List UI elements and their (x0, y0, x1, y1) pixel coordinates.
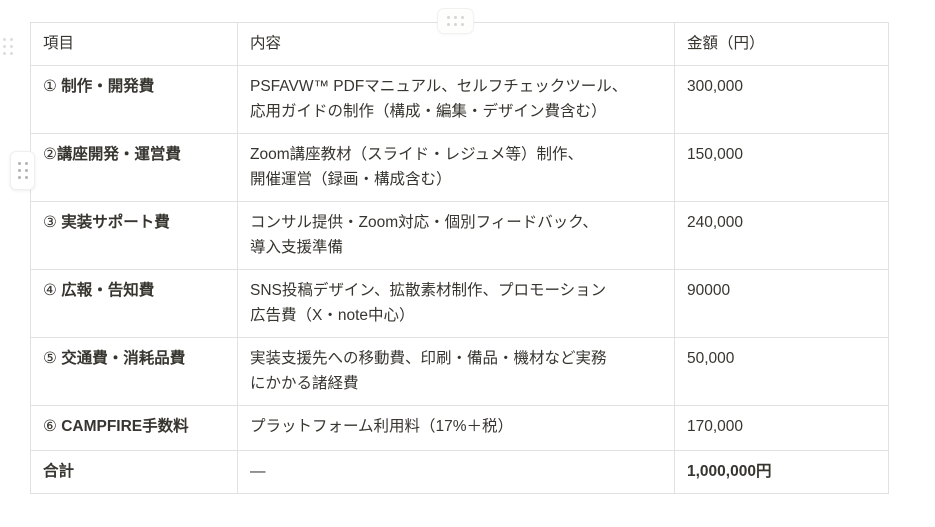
budget-table-body: ① 制作・開発費 PSFAVW™ PDFマニュアル、セルフチェックツール、 応用ガ… (30, 65, 889, 494)
content-cell[interactable]: PSFAVW™ PDFマニュアル、セルフチェックツール、 応用ガイドの制作（構成・… (237, 65, 675, 134)
content-line: にかかる諸経費 (250, 375, 359, 392)
table-row: 合計 — 1,000,000円 (30, 450, 889, 494)
content-cell[interactable]: SNS投稿デザイン、拡散素材制作、プロモーション 広告費（X・note中心） (237, 269, 675, 338)
item-cell[interactable]: ②講座開発・運営費 (30, 133, 238, 202)
item-cell[interactable]: ⑤ 交通費・消耗品費 (30, 337, 238, 406)
item-label: CAMPFIRE手数料 (61, 418, 189, 435)
table-row: ① 制作・開発費 PSFAVW™ PDFマニュアル、セルフチェックツール、 応用ガ… (30, 65, 889, 134)
item-label: 制作・開発費 (61, 78, 155, 95)
item-cell[interactable]: ① 制作・開発費 (30, 65, 238, 134)
content-line: Zoom講座教材（スライド・レジュメ等）制作、 (250, 146, 584, 163)
content-cell[interactable]: Zoom講座教材（スライド・レジュメ等）制作、 開催運営（録画・構成含む） (237, 133, 675, 202)
amount-cell[interactable]: 150,000 (674, 133, 889, 202)
six-dot-grip-icon (447, 16, 464, 26)
content-line: 実装支援先への移動費、印刷・備品・機材など実務 (250, 350, 607, 367)
content-line: 広告費（X・note中心） (250, 307, 415, 324)
content-cell[interactable]: — (237, 450, 675, 494)
content-line: SNS投稿デザイン、拡散素材制作、プロモーション (250, 282, 607, 299)
amount-cell[interactable]: 300,000 (674, 65, 889, 134)
item-number: ⑥ (43, 418, 62, 435)
item-cell[interactable]: ⑥ CAMPFIRE手数料 (30, 405, 238, 451)
table-row: ③ 実装サポート費 コンサル提供・Zoom対応・個別フィードバック、 導入支援準備… (30, 201, 889, 270)
table-drag-handle[interactable] (437, 8, 474, 34)
item-label: 交通費・消耗品費 (61, 350, 186, 367)
six-dot-grip-icon (3, 38, 13, 55)
header-amount[interactable]: 金額（円） (674, 22, 889, 66)
item-cell[interactable]: ④ 広報・告知費 (30, 269, 238, 338)
amount-cell[interactable]: 240,000 (674, 201, 889, 270)
content-line: 導入支援準備 (250, 239, 344, 256)
row-drag-handle[interactable] (10, 151, 35, 190)
content-line: PSFAVW™ PDFマニュアル、セルフチェックツール、 (250, 78, 628, 95)
item-number: ③ (43, 214, 62, 231)
content-cell[interactable]: 実装支援先への移動費、印刷・備品・機材など実務 にかかる諸経費 (237, 337, 675, 406)
block-drag-handle[interactable] (3, 38, 13, 55)
item-label: 広報・告知費 (61, 282, 155, 299)
content-line: プラットフォーム利用料（17%＋税） (250, 418, 514, 435)
amount-cell[interactable]: 1,000,000円 (674, 450, 889, 494)
table-row: ⑤ 交通費・消耗品費 実装支援先への移動費、印刷・備品・機材など実務 にかかる諸経… (30, 337, 889, 406)
item-number: ② (43, 146, 57, 163)
item-label: 合計 (43, 463, 75, 480)
six-dot-grip-icon (17, 162, 28, 179)
content-line: 応用ガイドの制作（構成・編集・デザイン費含む） (250, 103, 607, 120)
amount-cell[interactable]: 50,000 (674, 337, 889, 406)
item-cell[interactable]: 合計 (30, 450, 238, 494)
table-row: ⑥ CAMPFIRE手数料 プラットフォーム利用料（17%＋税） 170,000 (30, 405, 889, 451)
amount-cell[interactable]: 170,000 (674, 405, 889, 451)
budget-table: 項目 内容 金額（円） ① 制作・開発費 PSFAVW™ PDFマニュアル、セル… (30, 22, 889, 494)
table-row: ④ 広報・告知費 SNS投稿デザイン、拡散素材制作、プロモーション 広告費（X・n… (30, 269, 889, 338)
table-row: ②講座開発・運営費 Zoom講座教材（スライド・レジュメ等）制作、 開催運営（録画… (30, 133, 889, 202)
content-line: コンサル提供・Zoom対応・個別フィードバック、 (250, 214, 598, 231)
header-item[interactable]: 項目 (30, 22, 238, 66)
item-label: 講座開発・運営費 (56, 146, 181, 163)
content-cell[interactable]: プラットフォーム利用料（17%＋税） (237, 405, 675, 451)
amount-cell[interactable]: 90000 (674, 269, 889, 338)
item-cell[interactable]: ③ 実装サポート費 (30, 201, 238, 270)
content-cell[interactable]: コンサル提供・Zoom対応・個別フィードバック、 導入支援準備 (237, 201, 675, 270)
content-line: 開催運営（録画・構成含む） (250, 171, 452, 188)
content-line: — (250, 463, 266, 480)
item-number: ① (43, 78, 62, 95)
item-label: 実装サポート費 (61, 214, 170, 231)
item-number: ⑤ (43, 350, 62, 367)
item-number: ④ (43, 282, 62, 299)
